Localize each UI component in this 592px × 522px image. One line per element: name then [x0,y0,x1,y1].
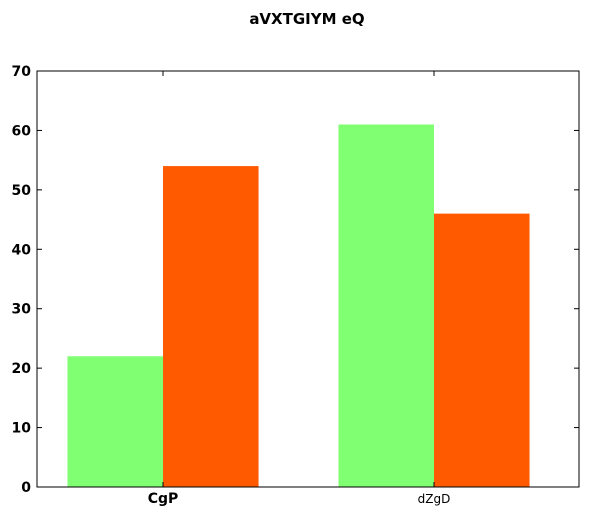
y-tick-label-20: 20 [12,361,32,377]
y-tick-label-10: 10 [12,421,32,437]
y-tick-label-30: 30 [12,302,32,318]
axes-layer: 0 10 20 30 40 50 60 70 CgP dZgD [12,64,580,507]
bars-layer [67,124,530,488]
y-tick-label-0: 0 [21,480,31,496]
bar-series2-CgP [163,166,259,488]
x-tick-label-dZgD: dZgD [418,492,451,506]
y-tick-label-60: 60 [12,123,32,139]
y-tick-label-40: 40 [12,242,32,258]
y-tick-label-70: 70 [12,64,32,80]
x-tick-label-CgP: CgP [148,491,179,507]
bar-series1-dZgD [338,124,435,487]
plot-frame [36,70,580,488]
y-tick-label-50: 50 [12,183,32,199]
chart-title: aVXTGIYM eQ [249,10,364,28]
bar-series2-dZgD [434,213,530,487]
bar-series1-CgP [67,356,164,487]
